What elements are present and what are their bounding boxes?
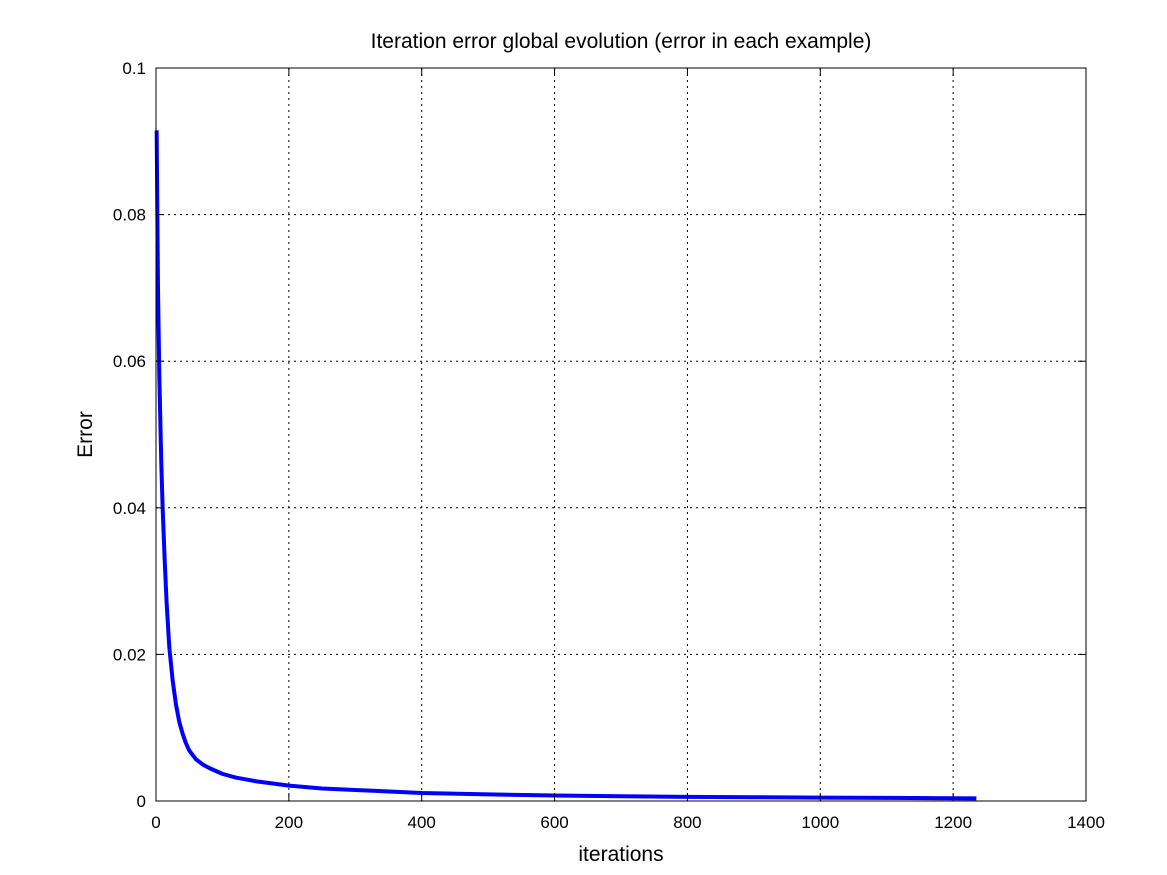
series-line-0 xyxy=(154,130,977,801)
x-tick-label: 200 xyxy=(275,813,303,832)
chart-title: Iteration error global evolution (error … xyxy=(371,30,872,53)
x-tick-label: 1000 xyxy=(801,813,839,832)
x-tick-label: 600 xyxy=(540,813,568,832)
y-tick-label: 0 xyxy=(137,792,146,811)
y-tick-label: 0.08 xyxy=(113,206,146,225)
y-tick-label: 0.02 xyxy=(113,645,146,664)
x-axis-title: iterations xyxy=(578,843,663,866)
x-tick-label: 800 xyxy=(673,813,701,832)
ticks-layer xyxy=(155,67,1087,802)
x-tick-label: 400 xyxy=(408,813,436,832)
grid-layer xyxy=(156,68,1086,801)
y-tick-label: 0.1 xyxy=(122,59,146,78)
y-axis-title: Error xyxy=(74,411,97,458)
labels-layer: 0 200 400 600 800 1000 1200 1400 0 0.02 0.04 0.06 0.… xyxy=(113,59,1105,832)
y-tick-label: 0.06 xyxy=(113,352,146,371)
plot-frame xyxy=(155,67,1087,802)
x-tick-label: 1200 xyxy=(934,813,972,832)
x-tick-label: 0 xyxy=(151,813,160,832)
series-layer xyxy=(154,130,977,801)
x-tick-label: 1400 xyxy=(1067,813,1105,832)
y-tick-label: 0.04 xyxy=(113,499,146,518)
